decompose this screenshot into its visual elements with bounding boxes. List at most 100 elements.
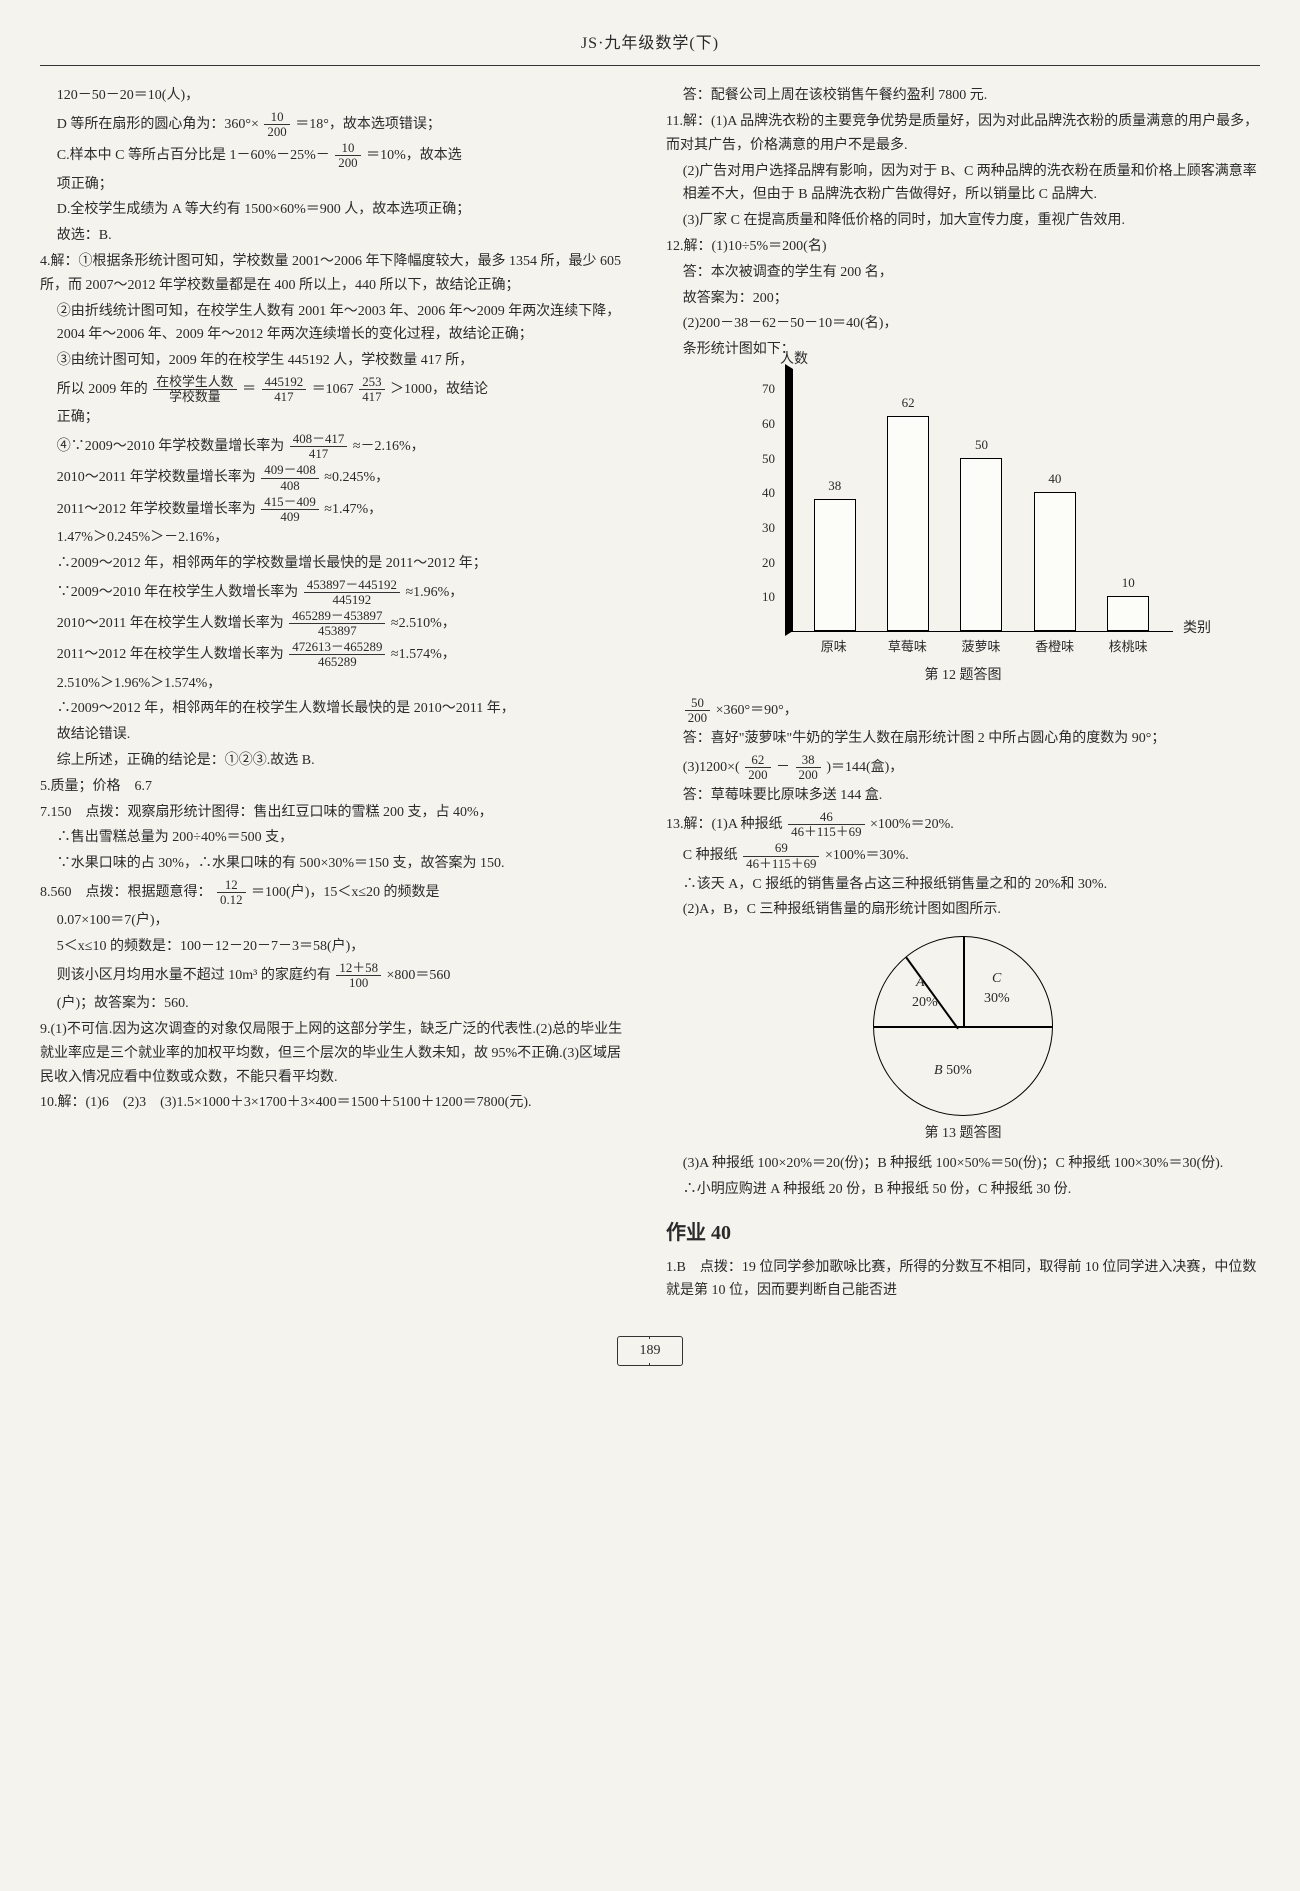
text-span: ＞1000，故结论 bbox=[390, 382, 488, 397]
fraction: 10200 bbox=[335, 141, 360, 170]
frac-num: 10 bbox=[335, 141, 360, 156]
y-tick-label: 20 bbox=[762, 552, 775, 574]
text-span: ×100%＝30%. bbox=[825, 848, 909, 863]
pie-pct-a: 20% bbox=[912, 991, 938, 1015]
text-span: ×360°＝90°， bbox=[716, 703, 798, 718]
y-tick-label: 50 bbox=[762, 448, 775, 470]
frac-num: 415－409 bbox=[261, 495, 319, 510]
bars-container: 3862504010 bbox=[790, 372, 1173, 631]
frac-num: 12＋58 bbox=[336, 961, 381, 976]
text-line: (3)厂家 C 在提高质量和降低价格的同时，加大宣传力度，重视广告效用. bbox=[666, 209, 1260, 233]
text-line: 条形统计图如下： bbox=[666, 338, 1260, 362]
text-line: 2011～2012 年在校学生人数增长率为 472613－46528946528… bbox=[40, 640, 634, 669]
pie-chart: A 20% C 30% B 50% 第 13 题答图 bbox=[863, 936, 1063, 1146]
text-line: (3)1200×( 62200 － 38200 )＝144(盒)， bbox=[666, 753, 1260, 782]
text-line: ∵水果口味的占 30%，∴水果口味的有 500×30%＝150 支，故答案为 1… bbox=[40, 852, 634, 876]
x-category-label: 香橙味 bbox=[1026, 636, 1084, 658]
bar bbox=[960, 458, 1002, 631]
pie-label-b: B 50% bbox=[934, 1059, 972, 1083]
bar-group: 40 bbox=[1026, 468, 1084, 631]
fraction: 38200 bbox=[796, 753, 821, 782]
q9-line: 9.(1)不可信.因为这次调查的对象仅局限于上网的这部分学生，缺乏广泛的代表性.… bbox=[40, 1018, 634, 1089]
text-line: ∵2009～2010 年在校学生人数增长率为 453897－4451924451… bbox=[40, 578, 634, 607]
pie-circle: A 20% C 30% B 50% bbox=[873, 936, 1053, 1116]
q12-line: 12.解：(1)10÷5%＝200(名) bbox=[666, 235, 1260, 259]
bar bbox=[1107, 596, 1149, 631]
q11-line: 11.解：(1)A 品牌洗衣粉的主要竞争优势是质量好，因为对此品牌洗衣粉的质量满… bbox=[666, 110, 1260, 158]
text-span: ＝ bbox=[242, 382, 256, 397]
y-tick-label: 40 bbox=[762, 482, 775, 504]
frac-num: 38 bbox=[796, 753, 821, 768]
fraction: 453897－445192445192 bbox=[304, 578, 400, 607]
text-line: C 种报纸 6946＋115＋69 ×100%＝30%. bbox=[666, 841, 1260, 870]
text-span: ≈1.47%， bbox=[324, 502, 382, 517]
x-category-label: 草莓味 bbox=[878, 636, 936, 658]
left-column: 120－50－20＝10(人)， D 等所在扇形的圆心角为：360°× 1020… bbox=[40, 84, 634, 1305]
text-span: 所以 2009 年的 bbox=[57, 382, 148, 397]
text-line: 故结论错误. bbox=[40, 723, 634, 747]
text-span: 2011～2012 年学校数量增长率为 bbox=[57, 502, 256, 517]
text-line: (3)A 种报纸 100×20%＝20(份)；B 种报纸 100×50%＝50(… bbox=[666, 1152, 1260, 1176]
page-header: JS·九年级数学(下) bbox=[40, 30, 1260, 66]
hw1-line: 1.B 点拨：19 位同学参加歌咏比赛，所得的分数互不相同，取得前 10 位同学… bbox=[666, 1256, 1260, 1304]
text-line: D.全校学生成绩为 A 等大约有 1500×60%＝900 人，故本选项正确； bbox=[40, 198, 634, 222]
bar-group: 38 bbox=[806, 475, 864, 631]
text-line: 2010～2011 年学校数量增长率为 409－408408 ≈0.245%， bbox=[40, 463, 634, 492]
text-line: (户)；故答案为：560. bbox=[40, 992, 634, 1016]
text-line: 综上所述，正确的结论是：①②③.故选 B. bbox=[40, 749, 634, 773]
text-line: ∴该天 A，C 报纸的销售量各占这三种报纸销售量之和的 20%和 30%. bbox=[666, 873, 1260, 897]
fraction: 253417 bbox=[359, 375, 384, 404]
frac-num: 69 bbox=[743, 841, 819, 856]
text-span: ×100%＝20%. bbox=[870, 817, 954, 832]
text-span: － bbox=[776, 760, 790, 775]
q8-line: 8.560 点拨：根据题意得： 120.12 ＝100(户)，15＜x≤20 的… bbox=[40, 878, 634, 907]
frac-num: 408－417 bbox=[290, 432, 348, 447]
q5-line: 5.质量；价格 6.7 bbox=[40, 775, 634, 799]
book-icon: 189 bbox=[615, 1333, 685, 1369]
text-line: 答：配餐公司上周在该校销售午餐约盈利 7800 元. bbox=[666, 84, 1260, 108]
frac-den: 200 bbox=[264, 125, 289, 139]
text-line: 答：喜好"菠萝味"牛奶的学生人数在扇形统计图 2 中所占圆心角的度数为 90°； bbox=[666, 727, 1260, 751]
bar-chart: 人数 类别 3862504010 10203040506070 原味草莓味菠萝味… bbox=[753, 372, 1173, 688]
frac-num: 12 bbox=[217, 878, 246, 893]
frac-num: 409－408 bbox=[261, 463, 319, 478]
frac-num: 46 bbox=[788, 810, 864, 825]
frac-num: 465289－453897 bbox=[289, 609, 385, 624]
text-line: 故答案为：200； bbox=[666, 287, 1260, 311]
frac-den: 408 bbox=[261, 479, 319, 493]
fraction: 在校学生人数学校数量 bbox=[153, 375, 236, 404]
right-column: 答：配餐公司上周在该校销售午餐约盈利 7800 元. 11.解：(1)A 品牌洗… bbox=[666, 84, 1260, 1305]
fraction: 120.12 bbox=[217, 878, 246, 907]
bar bbox=[887, 416, 929, 631]
text-span: )＝144(盒)， bbox=[826, 760, 903, 775]
text-span: C 种报纸 bbox=[683, 848, 738, 863]
q7-line: 7.150 点拨：观察扇形统计图得：售出红豆口味的雪糕 200 支，占 40%， bbox=[40, 801, 634, 825]
text-line: 2010～2011 年在校学生人数增长率为 465289－45389745389… bbox=[40, 609, 634, 638]
text-span: (3)1200×( bbox=[683, 760, 740, 775]
text-span: ＝100(户)，15＜x≤20 的频数是 bbox=[251, 885, 440, 900]
frac-num: 472613－465289 bbox=[289, 640, 385, 655]
q13-line: 13.解：(1)A 种报纸 4646＋115＋69 ×100%＝20%. bbox=[666, 810, 1260, 839]
text-line: 0.07×100＝7(户)， bbox=[40, 909, 634, 933]
text-line: 项正确； bbox=[40, 173, 634, 197]
text-span: 13.解：(1)A 种报纸 bbox=[666, 817, 783, 832]
frac-num: 50 bbox=[685, 696, 710, 711]
text-span: ∵2009～2010 年在校学生人数增长率为 bbox=[57, 585, 299, 600]
fraction: 445192417 bbox=[262, 375, 307, 404]
bar-value-label: 10 bbox=[1122, 572, 1135, 594]
frac-den: 417 bbox=[359, 390, 384, 404]
text-line: 正确； bbox=[40, 406, 634, 430]
text-span: ＝1067 bbox=[312, 382, 354, 397]
text-span: ≈0.245%， bbox=[324, 470, 389, 485]
text-span: D 等所在扇形的圆心角为：360°× bbox=[57, 117, 259, 132]
text-span: ≈－2.16%， bbox=[353, 439, 425, 454]
text-span: 2011～2012 年在校学生人数增长率为 bbox=[57, 647, 284, 662]
frac-den: 200 bbox=[796, 768, 821, 782]
page-number: 189 bbox=[638, 1339, 663, 1363]
bar bbox=[814, 499, 856, 631]
y-tick-label: 70 bbox=[762, 378, 775, 400]
fraction: 10200 bbox=[264, 110, 289, 139]
y-axis-title: 人数 bbox=[780, 348, 808, 372]
x-category-label: 菠萝味 bbox=[952, 636, 1010, 658]
frac-den: 417 bbox=[290, 447, 348, 461]
